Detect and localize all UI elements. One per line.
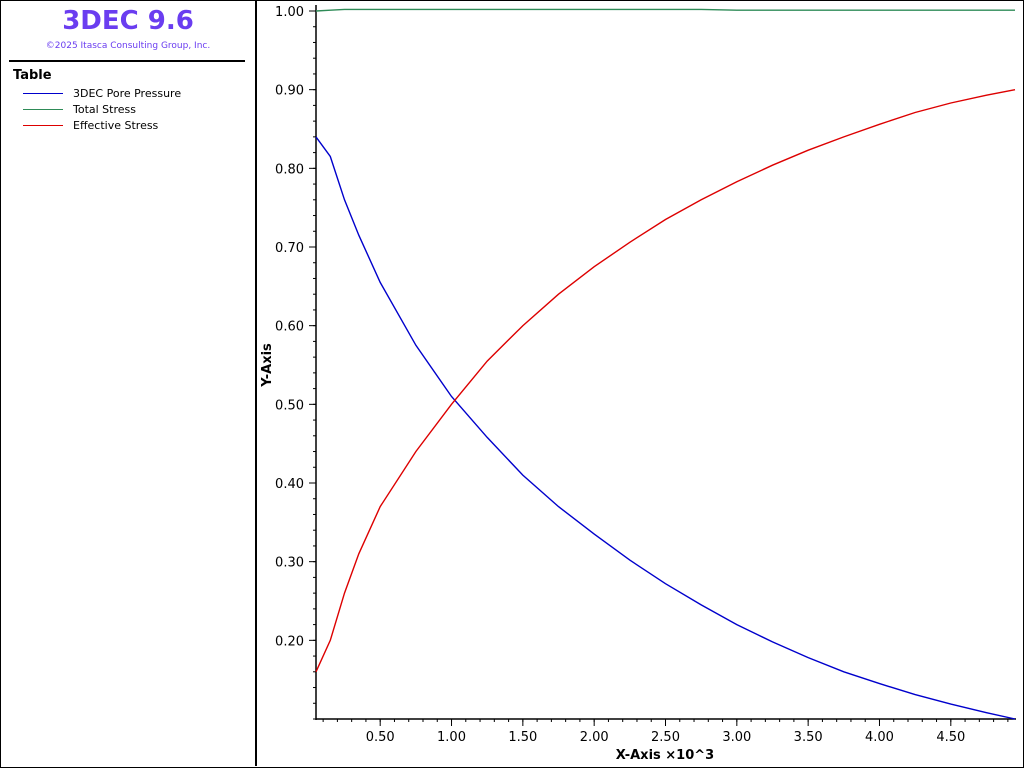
copyright-text: ©2025 Itasca Consulting Group, Inc. xyxy=(45,41,211,51)
series-lines xyxy=(315,8,1016,720)
x-tick-label: 3.00 xyxy=(722,730,751,745)
x-axis-title: X-Axis ×10^3 xyxy=(616,748,714,763)
legend-swatch xyxy=(23,109,63,110)
x-tick-label: 1.00 xyxy=(437,730,466,745)
legend-label: Total Stress xyxy=(73,103,136,116)
y-tick-label: 0.80 xyxy=(275,162,304,177)
y-tick-label: 1.00 xyxy=(275,5,304,20)
series-line xyxy=(315,136,1016,720)
x-tick-label: 2.50 xyxy=(651,730,680,745)
legend-panel: 3DEC 9.6 ©2025 Itasca Consulting Group, … xyxy=(1,1,257,766)
legend-label: 3DEC Pore Pressure xyxy=(73,87,182,100)
legend-heading: Table xyxy=(13,68,52,83)
y-axis-title: Y-Axis xyxy=(260,343,275,388)
tick-marks: 0.50 1.00 1.50 2.00 2.50 3.00 3.50 4.00 4.50 0.20… xyxy=(275,5,1009,745)
title-divider xyxy=(9,60,245,62)
legend-swatch xyxy=(23,93,63,94)
x-tick-label: 4.50 xyxy=(936,730,965,745)
x-tick-label: 2.00 xyxy=(580,730,609,745)
y-tick-label: 0.70 xyxy=(275,241,304,256)
legend-swatch xyxy=(23,125,63,126)
y-tick-label: 0.50 xyxy=(275,398,304,413)
app-title: 3DEC 9.6 xyxy=(62,6,194,36)
y-tick-label: 0.90 xyxy=(275,84,304,99)
legend-label: Effective Stress xyxy=(73,119,159,132)
y-tick-label: 0.40 xyxy=(275,477,304,492)
series-line xyxy=(315,89,1016,673)
x-tick-label: 4.00 xyxy=(865,730,894,745)
y-tick-label: 0.30 xyxy=(275,556,304,571)
y-tick-label: 0.20 xyxy=(275,634,304,649)
x-tick-label: 1.50 xyxy=(508,730,537,745)
series-line xyxy=(315,8,1015,12)
x-tick-label: 0.50 xyxy=(366,730,395,745)
y-tick-label: 0.60 xyxy=(275,320,304,335)
x-tick-label: 3.50 xyxy=(794,730,823,745)
axes xyxy=(315,5,1016,720)
